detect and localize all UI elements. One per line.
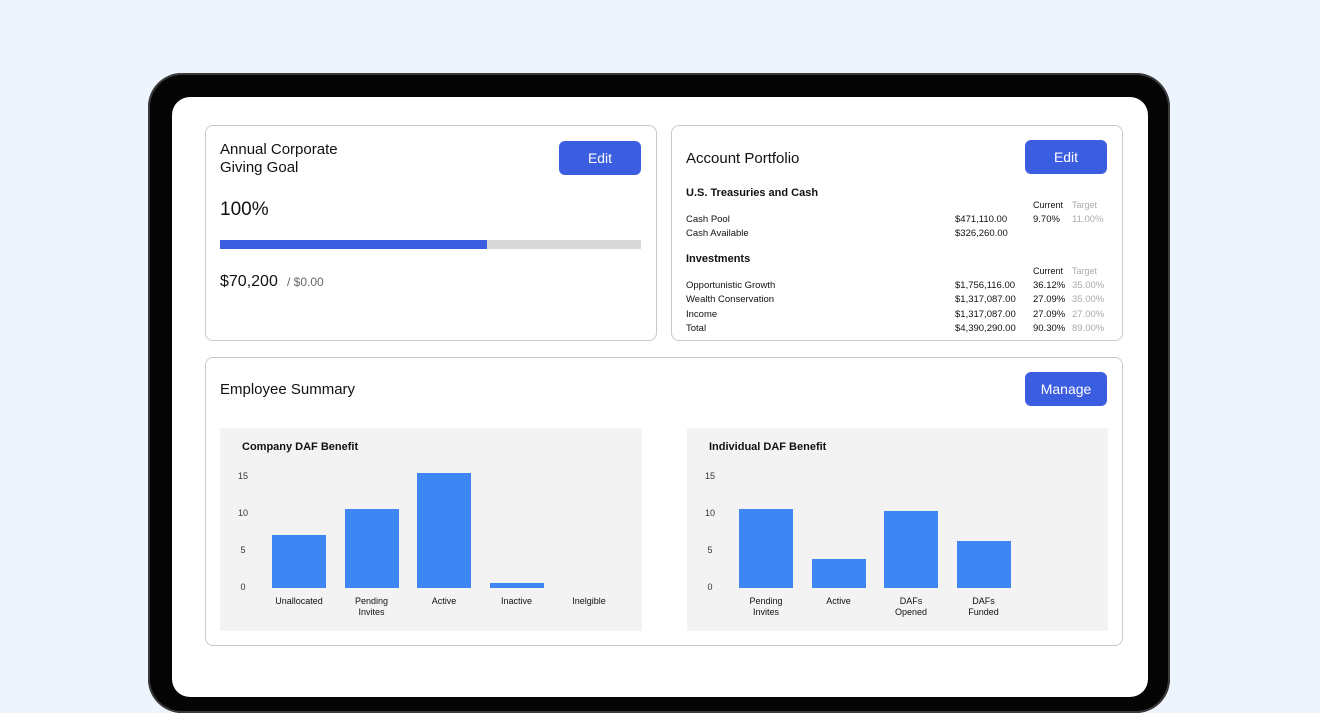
portfolio-row-income: Income $1,317,087.00 27.09% 27.00% [686, 309, 1106, 323]
treasuries-current-header: Current [1033, 200, 1064, 210]
row-target: 11.00% [1072, 214, 1104, 225]
bar-active [417, 472, 471, 588]
giving-goal-title-line2: Giving Goal [220, 159, 299, 176]
row-amount: $471,110.00 [955, 214, 1008, 225]
row-current: 9.70% [1033, 214, 1060, 225]
y-tick-label: 0 [707, 582, 713, 592]
manage-employees-button[interactable]: Manage [1025, 372, 1107, 406]
goal-percent: 100% [220, 199, 269, 220]
row-name: Income [686, 309, 718, 320]
row-name: Wealth Conservation [686, 294, 775, 305]
row-amount: $4,390,290.00 [955, 323, 1016, 334]
chart-title: Individual DAF Benefit [709, 441, 827, 453]
giving-goal-title: Annual Corporate Giving Goal [220, 141, 338, 177]
row-name: Cash Available [686, 228, 749, 239]
employee-summary-title: Employee Summary [220, 381, 356, 398]
category-label-dafs-funded: DAFs Funded [968, 596, 999, 617]
category-label-inelgible: Inelgible [572, 596, 606, 606]
individual-daf-chart: Individual DAF Benefit 0 5 10 15 Pending Invi… [687, 428, 1108, 631]
portfolio-row-cash-pool: Cash Pool $471,110.00 9.70% 11.00% [686, 214, 1106, 228]
row-target: 35.00% [1072, 294, 1105, 305]
edit-goal-button[interactable]: Edit [559, 141, 641, 175]
y-tick-label: 10 [237, 508, 248, 518]
goal-amount: $70,200 [220, 273, 278, 290]
row-target: 35.00% [1072, 280, 1105, 291]
y-tick-label: 5 [707, 545, 713, 555]
row-current: 36.12% [1033, 280, 1066, 291]
bar-dafs-opened [884, 511, 938, 588]
bar-dafs-funded [956, 540, 1011, 588]
chart-title: Company DAF Benefit [242, 441, 359, 453]
goal-progress-bar [220, 240, 641, 249]
goal-target-amount: / $0.00 [287, 275, 324, 289]
portfolio-row-cash-available: Cash Available $326,260.00 [686, 228, 1106, 242]
giving-goal-title-line1: Annual Corporate [220, 141, 338, 158]
category-label-active: Active [431, 596, 457, 606]
row-amount: $326,260.00 [955, 228, 1008, 239]
category-label-inactive: Inactive [500, 596, 533, 606]
row-current: 27.09% [1033, 309, 1066, 320]
goal-progress-fill [220, 240, 488, 249]
company-daf-chart: Company DAF Benefit 0 5 10 15 Unallocated Pend… [220, 428, 642, 631]
investments-current-header: Current [1033, 266, 1064, 276]
y-tick-label: 10 [704, 508, 715, 518]
bar-unallocated [272, 534, 326, 588]
category-label-active: Active [826, 596, 851, 606]
row-amount: $1,317,087.00 [955, 294, 1016, 305]
row-name: Total [686, 323, 707, 334]
treasuries-target-header: Target [1072, 200, 1098, 210]
row-name: Opportunistic Growth [686, 280, 776, 291]
edit-portfolio-button[interactable]: Edit [1025, 140, 1107, 174]
row-target: 89.00% [1072, 323, 1105, 334]
y-tick-label: 5 [240, 545, 246, 555]
employee-summary-card: Employee Summary Manage Company DAF Bene… [205, 357, 1123, 646]
treasuries-heading: U.S. Treasuries and Cash [686, 187, 819, 199]
portfolio-row-total: Total $4,390,290.00 90.30% 89.00% [686, 323, 1106, 337]
bar-pending-invites [739, 508, 793, 588]
portfolio-row-opportunistic-growth: Opportunistic Growth $1,756,116.00 36.12… [686, 280, 1106, 294]
investments-heading: Investments [686, 253, 751, 265]
row-current: 90.30% [1033, 323, 1066, 334]
bar-active [811, 559, 866, 588]
row-amount: $1,317,087.00 [955, 309, 1016, 320]
row-name: Cash Pool [686, 214, 730, 225]
account-portfolio-card: Account Portfolio Edit U.S. Treasuries a… [671, 125, 1123, 341]
giving-goal-card: Annual Corporate Giving Goal Edit 100% $… [205, 125, 657, 341]
category-label-unallocated: Unallocated [275, 596, 323, 606]
y-tick-label: 0 [240, 582, 246, 592]
bar-inactive [489, 582, 544, 588]
app-screen: Annual Corporate Giving Goal Edit 100% $… [172, 97, 1148, 697]
y-tick-label: 15 [704, 471, 715, 481]
portfolio-row-wealth-conservation: Wealth Conservation $1,317,087.00 27.09%… [686, 294, 1106, 308]
row-target: 27.00% [1072, 309, 1105, 320]
row-amount: $1,756,116.00 [955, 280, 1016, 291]
y-tick-label: 15 [237, 471, 248, 481]
bar-pending-invites [344, 508, 399, 588]
portfolio-title: Account Portfolio [686, 150, 800, 167]
category-label-pending-invites: Pending Invites [354, 596, 389, 617]
category-label-pending-invites: Pending Invites [749, 596, 783, 617]
category-label-dafs-opened: DAFs Opened [894, 596, 928, 617]
investments-target-header: Target [1072, 266, 1098, 276]
row-current: 27.09% [1033, 294, 1066, 305]
